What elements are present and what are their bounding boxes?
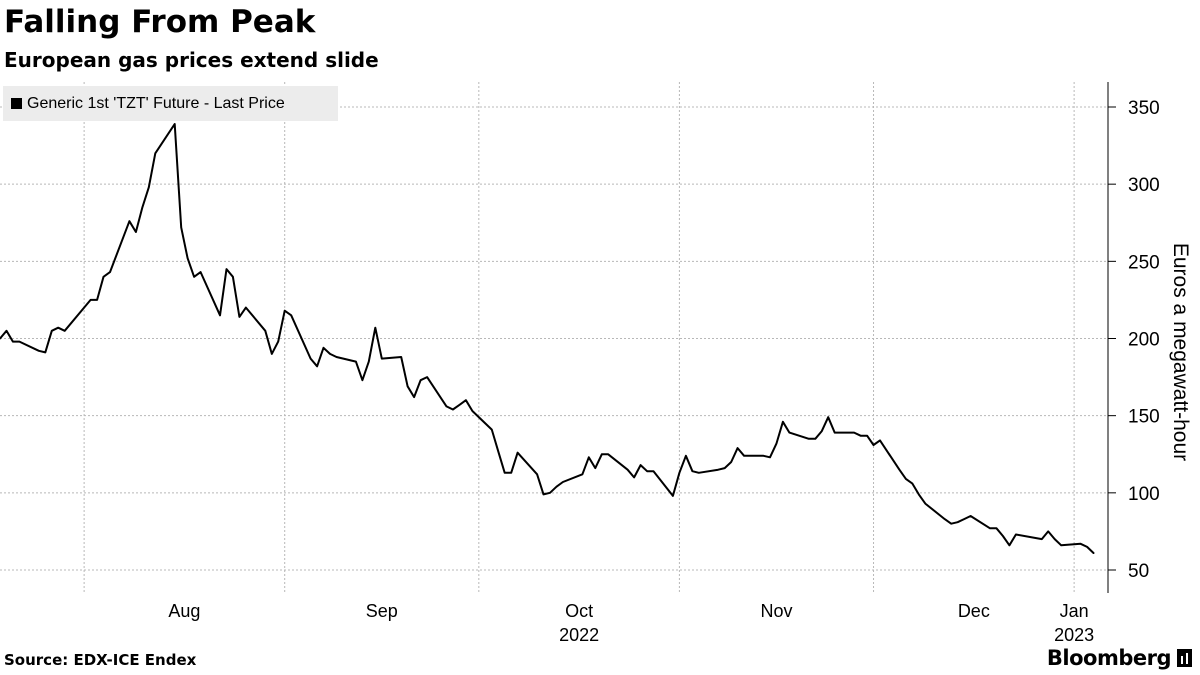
y-tick-label: 100 xyxy=(1128,484,1160,505)
y-tick-label: 150 xyxy=(1128,407,1160,428)
chart-subtitle: European gas prices extend slide xyxy=(4,48,379,72)
y-tick-label: 350 xyxy=(1128,98,1160,119)
bloomberg-wordmark: Bloomberg xyxy=(1046,646,1172,670)
x-tick-label: Aug xyxy=(168,601,200,621)
series-layer xyxy=(0,123,1095,554)
bloomberg-logo: Bloomberg xyxy=(1047,646,1192,670)
series-line xyxy=(0,123,1095,554)
y-axis-label: Euros a megawatt-hour xyxy=(1169,243,1192,461)
y-tick-label: 50 xyxy=(1128,561,1149,582)
legend-swatch xyxy=(11,98,22,109)
x-tick-year-label: 2022 xyxy=(559,625,599,645)
legend-label: Generic 1st 'TZT' Future - Last Price xyxy=(27,94,285,112)
x-axis: Aug Sep Oct 2022 Nov Dec Jan 2023 xyxy=(168,601,1094,645)
y-tick-label: 200 xyxy=(1128,330,1160,351)
y-tick-label: 300 xyxy=(1128,175,1160,196)
x-tick-label: Jan xyxy=(1060,601,1089,621)
chart-legend: Generic 1st 'TZT' Future - Last Price xyxy=(3,86,338,121)
x-tick-label: Dec xyxy=(958,601,990,621)
y-axis: 50 100 150 200 250 300 350 xyxy=(1107,82,1160,593)
bloomberg-terminal-icon xyxy=(1177,649,1192,667)
y-tick-label: 250 xyxy=(1128,252,1160,273)
x-tick-year-label: 2023 xyxy=(1054,625,1094,645)
source-note: Source: EDX-ICE Endex xyxy=(4,651,197,669)
x-tick-label: Oct xyxy=(565,601,593,621)
chart-title: Falling From Peak xyxy=(4,4,316,40)
x-tick-label: Nov xyxy=(760,601,792,621)
x-tick-label: Sep xyxy=(366,601,398,621)
